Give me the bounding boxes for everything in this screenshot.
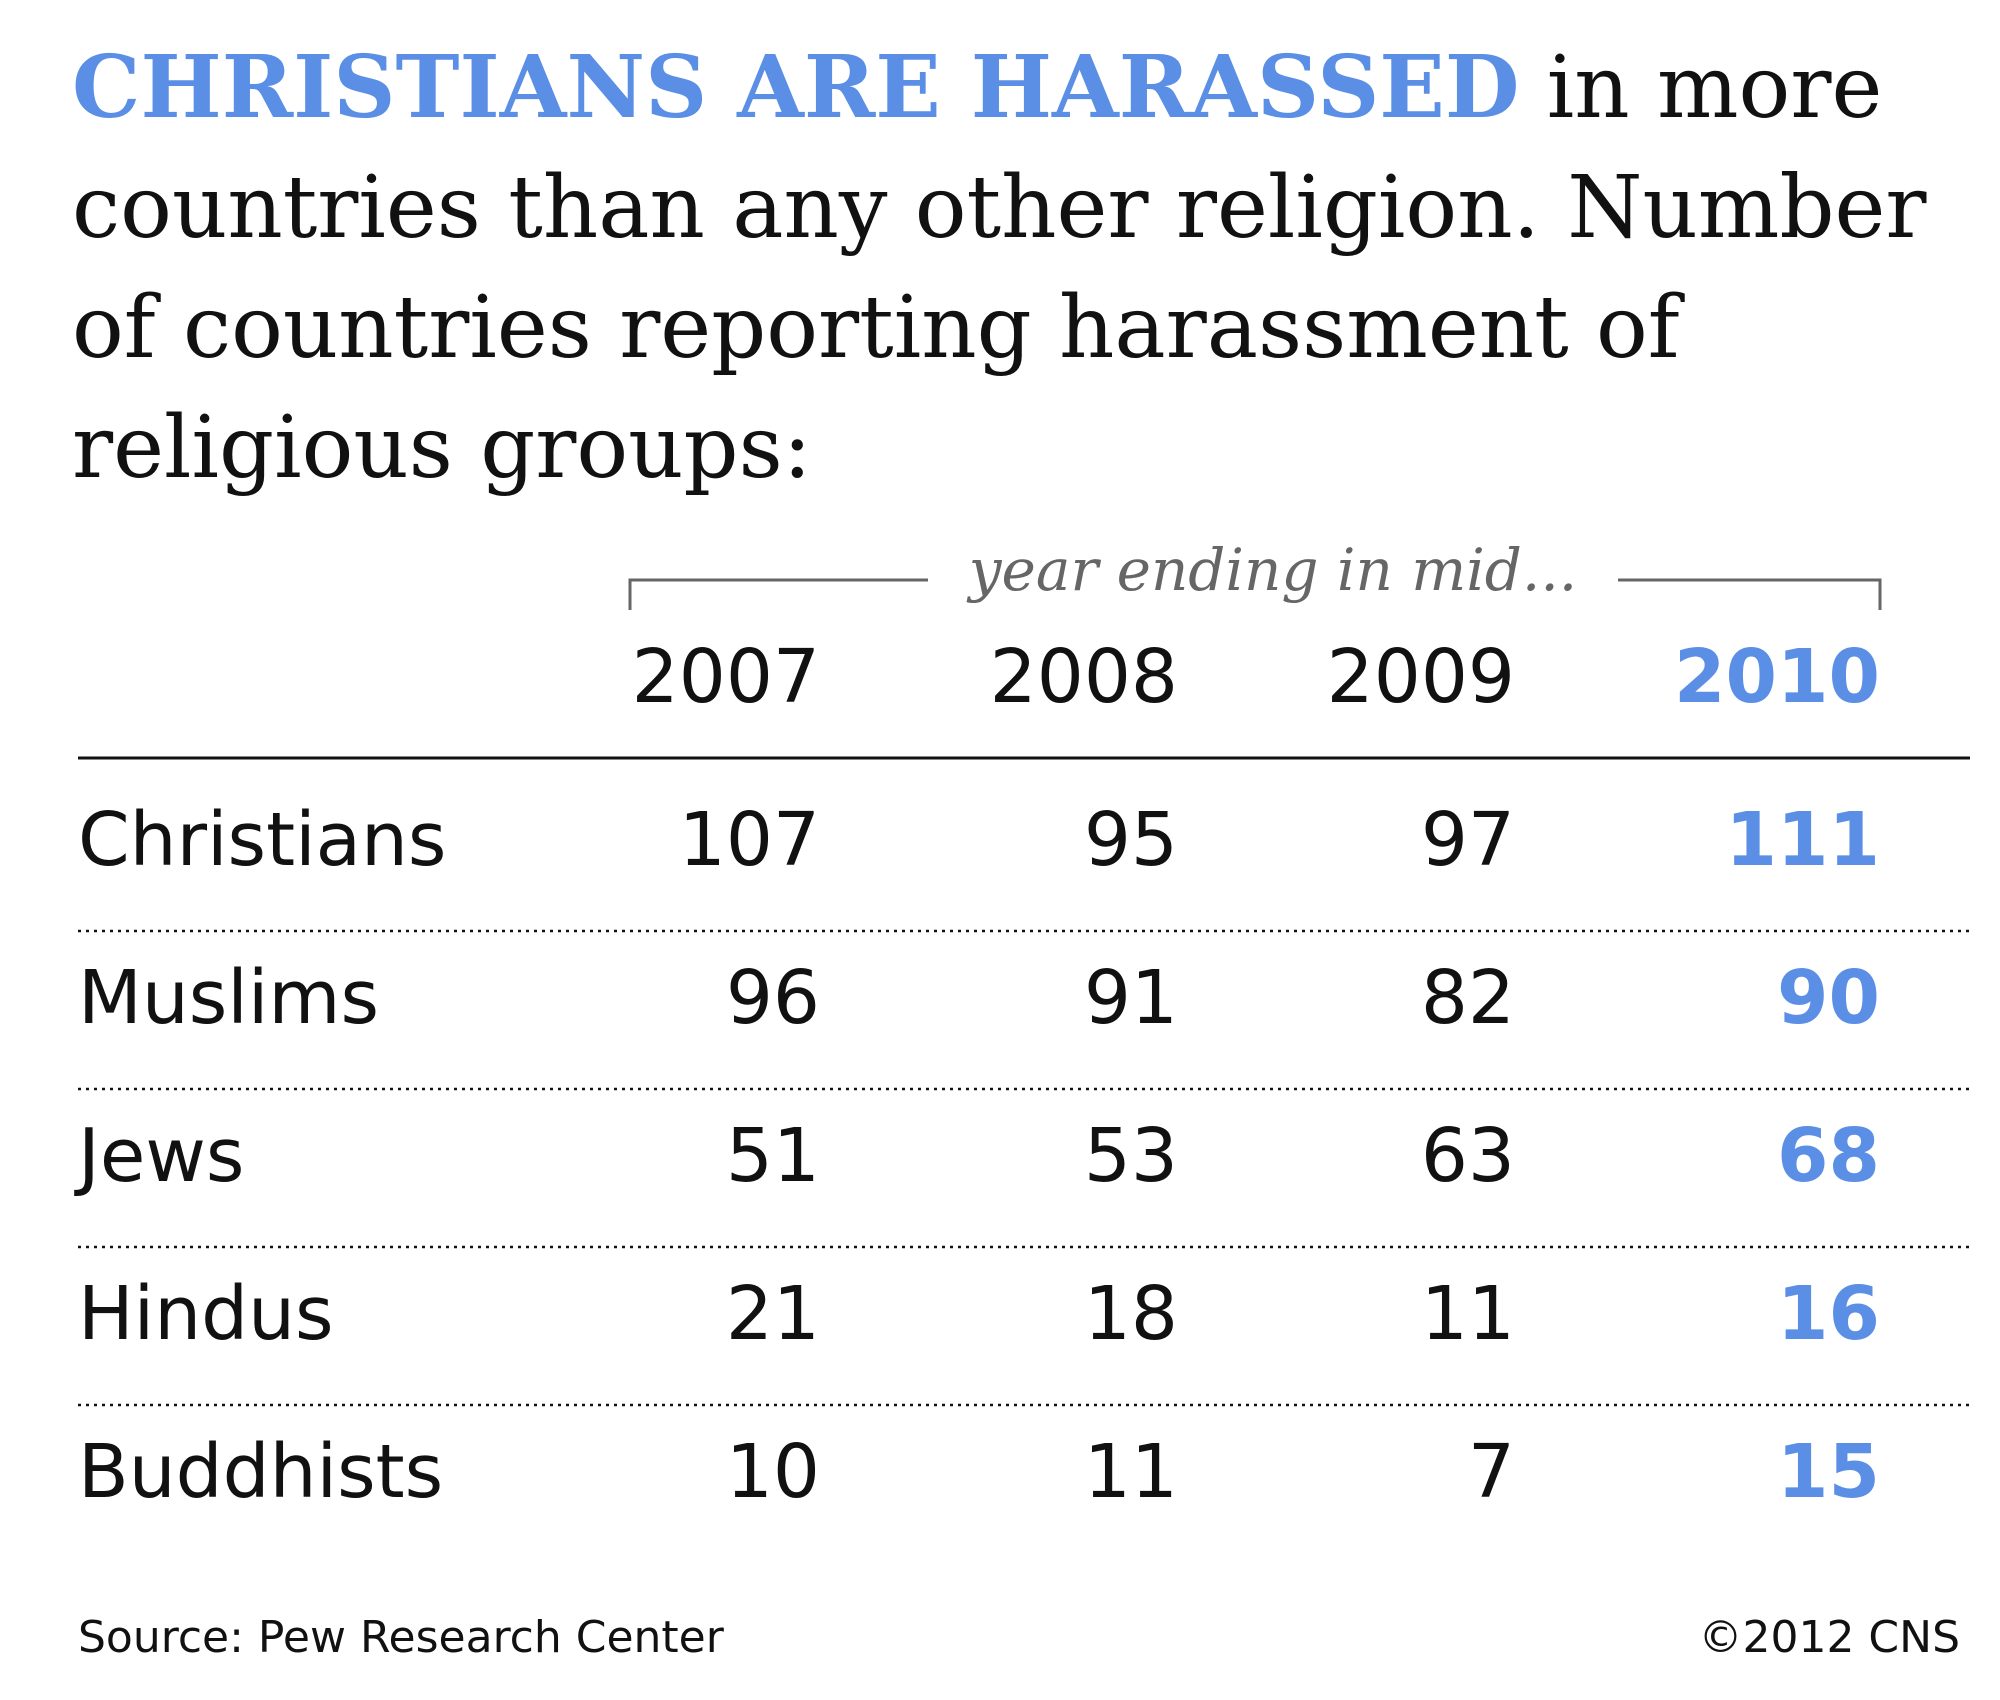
cell-buddhists-2008: 11 <box>1084 1429 1178 1515</box>
cell-hindus-2009: 11 <box>1421 1271 1515 1357</box>
year-header-2007: 2007 <box>632 634 820 720</box>
row-label-muslims: Muslims <box>78 955 379 1041</box>
cell-hindus-2007: 21 <box>726 1271 820 1357</box>
source-note: Source: Pew Research Center <box>78 1612 724 1663</box>
cell-jews-2008: 53 <box>1084 1113 1178 1199</box>
cell-jews-2007: 51 <box>726 1113 820 1199</box>
title-highlight: CHRISTIANS ARE HARASSED <box>72 37 1520 138</box>
cell-muslims-2010: 90 <box>1777 955 1880 1041</box>
row-label-hindus: Hindus <box>78 1271 334 1357</box>
copyright-note: ©2012 CNS <box>1698 1612 1960 1663</box>
year-header-2009: 2009 <box>1327 634 1515 720</box>
cell-christians-2009: 97 <box>1421 797 1515 883</box>
chart-title: CHRISTIANS ARE HARASSED in more countrie… <box>72 28 1952 508</box>
cell-christians-2010: 111 <box>1726 797 1880 883</box>
cell-jews-2010: 68 <box>1777 1113 1880 1199</box>
cell-muslims-2007: 96 <box>726 955 820 1041</box>
cell-jews-2009: 63 <box>1421 1113 1515 1199</box>
cell-buddhists-2007: 10 <box>726 1429 820 1515</box>
cell-buddhists-2010: 15 <box>1777 1429 1880 1515</box>
cell-hindus-2008: 18 <box>1084 1271 1178 1357</box>
cell-muslims-2009: 82 <box>1421 955 1515 1041</box>
cell-christians-2007: 107 <box>679 797 820 883</box>
year-header-2008: 2008 <box>990 634 1178 720</box>
row-label-jews: Jews <box>74 1113 244 1199</box>
row-label-buddhists: Buddhists <box>78 1429 443 1515</box>
title-rest: in more countries than any other religio… <box>72 38 1927 498</box>
year-header-2010: 2010 <box>1674 634 1880 720</box>
cell-muslims-2008: 91 <box>1084 955 1178 1041</box>
cell-buddhists-2009: 7 <box>1468 1429 1515 1515</box>
cell-christians-2008: 95 <box>1084 797 1178 883</box>
data-table-chart: year ending in mid... 2007 2008 2009 2010 Chr… <box>74 540 1970 1515</box>
row-label-christians: Christians <box>78 797 446 883</box>
column-group-label: year ending in mid... <box>966 540 1577 604</box>
cell-hindus-2010: 16 <box>1777 1271 1880 1357</box>
